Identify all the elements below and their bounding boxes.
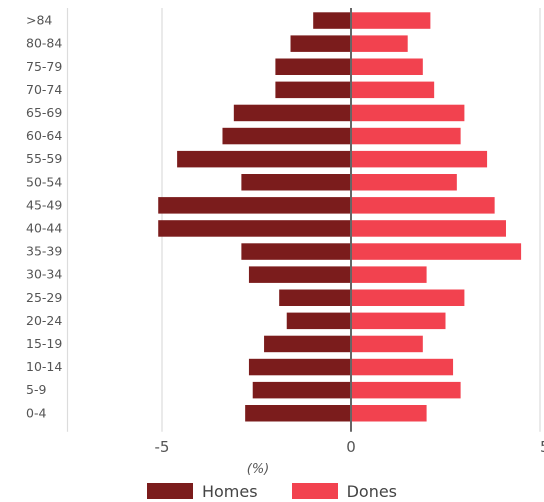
legend-item-dones[interactable]: Dones (291, 481, 398, 501)
bar-dones-75-79[interactable] (351, 58, 423, 76)
legend: Homes Dones (0, 480, 544, 502)
x-tick-labels: -5 0 5 (155, 438, 544, 456)
bar-dones-65-69[interactable] (351, 104, 465, 122)
bar-homes-50-54[interactable] (241, 174, 351, 191)
bar-dones-25-29[interactable] (351, 289, 465, 307)
y-tick-label: 10-14 (26, 359, 62, 374)
y-tick-label: 70-74 (26, 82, 62, 97)
bar-homes-45-49[interactable] (158, 197, 351, 214)
y-tick-label: 0-4 (26, 405, 46, 420)
bar-homes-55-59[interactable] (177, 150, 351, 168)
bar-homes-80-84[interactable] (290, 35, 351, 52)
bar-homes-35-39[interactable] (241, 243, 351, 260)
y-tick-label: 35-39 (26, 244, 62, 259)
y-tick-label: >84 (26, 13, 52, 28)
y-tick-label: 60-64 (26, 128, 62, 143)
y-tick-label: 15-19 (26, 336, 62, 351)
y-tick-label: 75-79 (26, 59, 62, 74)
y-tick-labels: >84 80-84 75-79 70-74 65-69 60-64 55-59 50-54 45… (26, 13, 62, 421)
bar-homes-40-44[interactable] (158, 220, 351, 237)
bar-dones-50-54[interactable] (351, 174, 457, 191)
bar-homes-0-4[interactable] (245, 405, 351, 422)
bar-dones-70-74[interactable] (351, 81, 435, 99)
legend-label-dones: Dones (346, 481, 398, 501)
bar-homes-75-79[interactable] (275, 58, 351, 76)
bar-dones-80-84[interactable] (351, 35, 408, 52)
legend-swatch-homes (146, 483, 193, 499)
bar-dones-0-4[interactable] (351, 405, 427, 422)
y-tick-label: 45-49 (26, 197, 62, 212)
bar-homes->84[interactable] (313, 12, 351, 29)
y-tick-label: 40-44 (26, 220, 62, 235)
bar-homes-60-64[interactable] (222, 127, 351, 145)
bar-dones-10-14[interactable] (351, 358, 454, 376)
y-tick-label: 30-34 (26, 267, 62, 282)
y-tick-label: 25-29 (26, 290, 62, 305)
legend-label-homes: Homes (201, 481, 258, 501)
x-tick-label: 0 (346, 438, 356, 456)
bar-dones-40-44[interactable] (351, 220, 506, 237)
bars (158, 12, 522, 422)
bar-homes-30-34[interactable] (248, 266, 351, 283)
y-tick-label: 65-69 (26, 105, 62, 120)
bar-homes-5-9[interactable] (252, 381, 351, 399)
bar-dones-5-9[interactable] (351, 381, 461, 399)
legend-item-homes[interactable]: Homes (146, 481, 258, 501)
bar-homes-70-74[interactable] (275, 81, 351, 99)
y-tick-label: 5-9 (26, 382, 46, 397)
bar-dones-35-39[interactable] (351, 243, 522, 260)
grid-lines (66, 8, 541, 432)
bar-homes-20-24[interactable] (286, 312, 351, 330)
bar-homes-15-19[interactable] (264, 335, 351, 353)
bar-dones-60-64[interactable] (351, 127, 461, 145)
bar-dones-30-34[interactable] (351, 266, 427, 283)
bar-dones-20-24[interactable] (351, 312, 446, 330)
legend-swatch-dones (291, 483, 338, 499)
bar-dones->84[interactable] (351, 12, 431, 29)
y-tick-label: 55-59 (26, 151, 62, 166)
bar-homes-65-69[interactable] (233, 104, 351, 122)
x-axis-label: (%) (247, 462, 270, 477)
y-tick-label: 80-84 (26, 36, 62, 51)
bar-homes-10-14[interactable] (248, 358, 351, 376)
bar-dones-55-59[interactable] (351, 150, 488, 168)
bar-homes-25-29[interactable] (279, 289, 351, 307)
x-tick-label: -5 (155, 438, 170, 456)
y-tick-label: 20-24 (26, 313, 62, 328)
y-tick-label: 50-54 (26, 174, 62, 189)
x-tick-label: 5 (540, 438, 544, 456)
bar-dones-15-19[interactable] (351, 335, 423, 353)
bar-dones-45-49[interactable] (351, 197, 495, 214)
